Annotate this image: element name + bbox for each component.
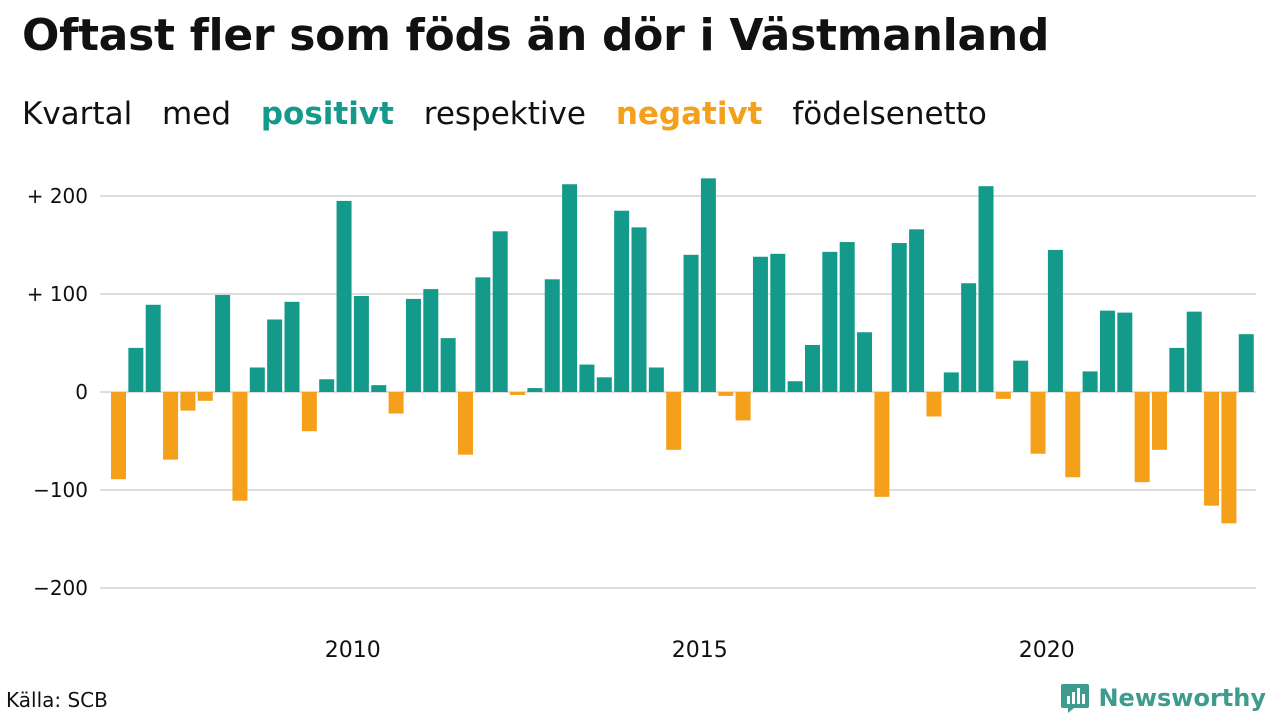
bar xyxy=(579,364,595,392)
bar xyxy=(1013,360,1029,392)
chart-subtitle: Kvartal med positivt respektive negativt… xyxy=(22,96,1007,132)
bar xyxy=(718,392,734,396)
bar xyxy=(111,392,126,480)
bar xyxy=(197,392,213,401)
bar xyxy=(770,253,786,392)
bar xyxy=(631,227,647,392)
bar xyxy=(145,304,161,392)
subtitle-negative-label: negativt xyxy=(615,96,763,132)
bar xyxy=(249,367,265,392)
brand-logo: Newsworthy xyxy=(1060,682,1266,714)
bar xyxy=(458,392,473,455)
subtitle-word-fodelsenetto: födelsenetto xyxy=(792,96,987,132)
bar xyxy=(648,367,664,392)
brand-name: Newsworthy xyxy=(1098,684,1266,712)
x-tick-label: 2020 xyxy=(1019,638,1075,663)
x-tick-label: 2010 xyxy=(325,638,381,663)
bar xyxy=(1065,392,1081,478)
bar xyxy=(284,301,300,392)
bar xyxy=(180,392,196,411)
bar xyxy=(267,319,283,392)
bar xyxy=(995,392,1011,399)
bar xyxy=(787,381,803,392)
bar xyxy=(388,392,404,414)
bar xyxy=(544,279,560,392)
subtitle-positive-label: positivt xyxy=(260,96,394,132)
bar xyxy=(1152,392,1167,450)
bar xyxy=(1117,312,1133,392)
bar xyxy=(1169,347,1185,392)
bar xyxy=(128,347,144,392)
bar xyxy=(839,242,855,392)
bar xyxy=(1047,249,1063,392)
bar xyxy=(891,243,907,392)
bar xyxy=(440,338,456,392)
bar xyxy=(371,385,387,392)
bar xyxy=(301,392,317,432)
source-note: Källa: SCB xyxy=(6,688,108,712)
bar xyxy=(943,372,959,392)
bar xyxy=(961,283,977,392)
y-tick-label: 0 xyxy=(75,380,88,404)
bar xyxy=(1134,392,1150,483)
bar xyxy=(805,344,820,392)
bar xyxy=(163,392,179,460)
y-tick-label: + 100 xyxy=(27,282,88,306)
bar xyxy=(596,377,612,392)
subtitle-word-kvartal: Kvartal xyxy=(22,96,133,132)
bar xyxy=(1082,371,1098,392)
bar xyxy=(423,289,439,392)
bar xyxy=(336,200,352,392)
x-tick-label: 2015 xyxy=(672,638,728,663)
bar xyxy=(215,294,231,392)
bar xyxy=(752,256,768,392)
bar xyxy=(1186,311,1202,392)
bar xyxy=(857,332,873,392)
y-tick-label: −100 xyxy=(33,478,88,502)
bar xyxy=(510,392,526,395)
bar xyxy=(405,298,421,392)
bar xyxy=(232,392,248,501)
y-tick-label: −200 xyxy=(33,576,88,600)
bar xyxy=(475,277,491,392)
bar xyxy=(822,251,838,392)
bar xyxy=(700,178,716,392)
bar xyxy=(874,392,890,497)
subtitle-word-med: med xyxy=(162,96,231,132)
bar xyxy=(492,231,508,392)
chart-title: Oftast fler som föds än dör i Västmanlan… xyxy=(22,10,1050,61)
bar xyxy=(683,254,699,392)
bar xyxy=(735,392,751,421)
bar xyxy=(666,392,682,450)
bar xyxy=(1238,334,1254,392)
bar xyxy=(319,379,335,392)
bar xyxy=(353,295,369,392)
bar xyxy=(926,392,942,417)
bar xyxy=(978,186,994,392)
bar xyxy=(527,388,543,392)
newsworthy-logo-icon xyxy=(1061,684,1090,713)
bar xyxy=(562,184,578,392)
bar xyxy=(1030,392,1046,454)
bar xyxy=(1099,310,1115,392)
bar xyxy=(909,229,925,392)
bar xyxy=(1204,392,1220,506)
subtitle-word-respektive: respektive xyxy=(423,96,586,132)
bar xyxy=(614,210,630,392)
bar xyxy=(1221,392,1237,524)
y-tick-label: + 200 xyxy=(27,184,88,208)
